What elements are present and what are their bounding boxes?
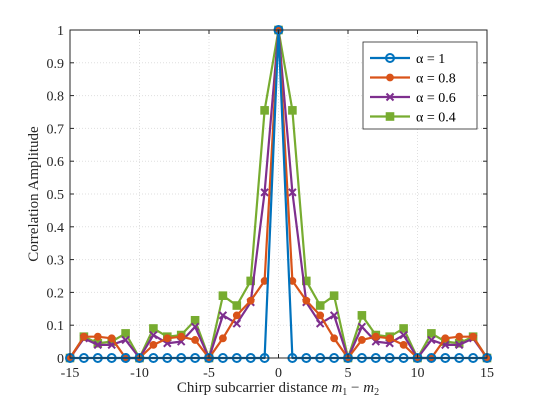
x-stroke xyxy=(121,335,130,345)
series-point xyxy=(441,334,450,343)
series-point xyxy=(315,301,325,310)
legend-marker xyxy=(385,112,395,121)
ticks: -15 -10 -5 0 5 10 15 0 0.1 0.2 0.3 0.4 0.5 0.6 0.7 0.8 0… xyxy=(47,24,495,381)
series-point xyxy=(149,324,158,333)
series-point xyxy=(330,334,339,343)
x-axis-label: Chirp subcarrier distance m1 − m2 xyxy=(177,380,379,398)
x-stroke xyxy=(93,340,103,350)
series-point xyxy=(371,332,380,341)
series-point xyxy=(454,340,464,350)
series-point xyxy=(260,106,269,115)
y-tick-label: 0.2 xyxy=(47,286,65,301)
legend: α = 1 α = 0.8 α = 0.6 α = 0.4 xyxy=(362,41,478,130)
x-tick-label: -10 xyxy=(130,366,149,381)
x-stroke xyxy=(385,92,395,102)
x-stroke xyxy=(441,340,450,350)
x-stroke xyxy=(399,330,408,340)
series-point xyxy=(316,311,325,320)
legend-entry: α = 1 xyxy=(370,52,445,67)
y-tick-label: 0.6 xyxy=(47,155,65,170)
y-tick-label: 0.4 xyxy=(47,221,65,236)
series-point xyxy=(232,301,242,310)
series-point xyxy=(399,340,408,349)
series-point xyxy=(190,322,200,332)
series-point xyxy=(191,336,200,344)
x-tick-label: 10 xyxy=(411,366,425,381)
series-point xyxy=(163,334,172,343)
legend-label: α = 0.8 xyxy=(416,72,456,87)
x-stroke xyxy=(190,322,200,332)
x-stroke xyxy=(232,319,242,328)
legend-marker xyxy=(385,92,395,102)
series-point xyxy=(288,106,297,115)
series-point xyxy=(190,315,200,325)
y-tick-label: 1 xyxy=(57,24,64,39)
series-point xyxy=(80,332,88,341)
legend-entry: α = 0.4 xyxy=(370,111,456,126)
x-stroke xyxy=(329,311,339,320)
series-point xyxy=(121,329,130,338)
x-stroke xyxy=(218,311,228,320)
x-tick-label: 0 xyxy=(275,366,282,381)
legend-entry: α = 0.8 xyxy=(370,72,456,87)
series-point xyxy=(232,311,241,320)
series-point xyxy=(427,329,436,338)
series-point xyxy=(218,291,228,300)
series-point xyxy=(399,330,408,340)
series-point xyxy=(357,322,367,332)
grid xyxy=(70,30,487,358)
series-point xyxy=(302,296,311,305)
x-stroke xyxy=(427,335,436,345)
series-point xyxy=(260,188,269,197)
legend-label: α = 0.6 xyxy=(416,91,456,106)
x-stroke xyxy=(357,322,367,332)
series-point xyxy=(329,291,339,300)
series-point xyxy=(427,335,436,345)
x-stroke xyxy=(149,330,158,340)
series-point xyxy=(358,336,366,344)
x-stroke xyxy=(260,188,269,197)
series-point xyxy=(469,332,478,341)
x-tick-label: -5 xyxy=(203,366,215,381)
y-tick-label: 0.8 xyxy=(47,90,65,105)
y-tick-label: 0 xyxy=(57,352,64,367)
series-point xyxy=(329,311,339,320)
series-point xyxy=(246,296,255,305)
series-point xyxy=(93,332,102,341)
legend-box xyxy=(362,41,478,130)
legend-marker xyxy=(385,53,395,63)
series-point xyxy=(93,340,103,350)
series-point xyxy=(219,334,227,343)
x-tick-label: -15 xyxy=(61,366,80,381)
series-point xyxy=(218,311,228,320)
series-point xyxy=(357,311,367,320)
y-tick-label: 0.7 xyxy=(47,122,65,137)
x-stroke xyxy=(288,188,297,197)
y-axis-label: Correlation Amplitude xyxy=(26,126,42,262)
series-point xyxy=(288,188,297,197)
series-point xyxy=(385,334,394,343)
legend-label: α = 1 xyxy=(416,52,445,67)
series-point xyxy=(455,332,464,341)
y-tick-label: 0.9 xyxy=(47,57,65,72)
legend-entry: α = 0.6 xyxy=(370,91,456,106)
x-tick-label: 15 xyxy=(480,366,494,381)
y-tick-label: 0.1 xyxy=(47,319,65,334)
legend-label: α = 0.4 xyxy=(416,111,456,126)
series-point xyxy=(107,334,116,343)
series-point xyxy=(399,324,408,333)
x-tick-label: 5 xyxy=(345,366,352,381)
series-point xyxy=(177,332,186,341)
series-point xyxy=(149,340,158,349)
x-stroke xyxy=(454,340,464,350)
y-tick-label: 0.5 xyxy=(47,188,65,203)
y-tick-label: 0.3 xyxy=(47,254,65,269)
legend-marker xyxy=(386,73,394,82)
series-point xyxy=(149,330,158,340)
series-point xyxy=(121,335,130,345)
